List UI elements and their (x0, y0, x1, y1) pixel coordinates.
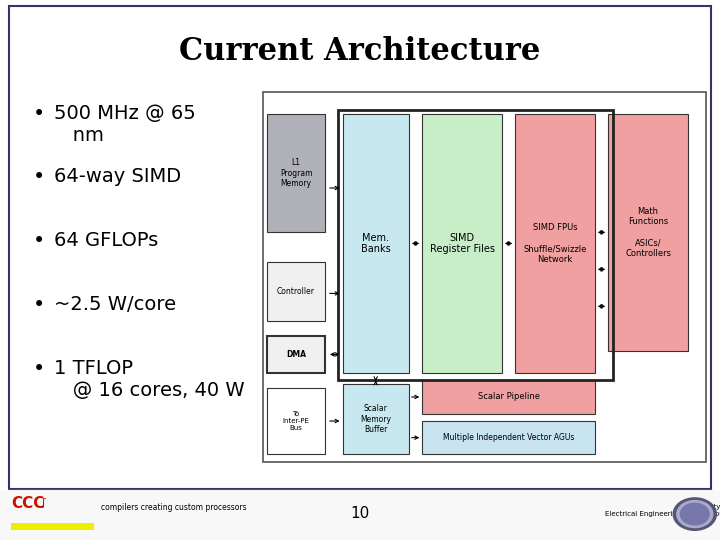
Text: Mem.
Banks: Mem. Banks (361, 233, 390, 254)
Circle shape (677, 501, 713, 528)
Text: Math
Functions

ASICs/
Controllers: Math Functions ASICs/ Controllers (625, 207, 671, 258)
Text: Scalar Pipeline: Scalar Pipeline (477, 393, 539, 401)
Text: •: • (32, 167, 45, 187)
Text: ʃ: ʃ (41, 498, 45, 508)
Text: Scalar
Memory
Buffer: Scalar Memory Buffer (360, 404, 391, 434)
Text: DMA: DMA (286, 350, 306, 359)
Text: •: • (32, 231, 45, 251)
Bar (267, 388, 325, 454)
Text: •: • (32, 104, 45, 124)
Text: Controller: Controller (277, 287, 315, 296)
Circle shape (680, 503, 709, 525)
Text: CCC: CCC (11, 496, 44, 511)
Bar (608, 114, 688, 351)
Text: •: • (32, 359, 45, 379)
Text: 64 GFLOPs: 64 GFLOPs (54, 231, 158, 250)
Text: •: • (32, 295, 45, 315)
Bar (422, 114, 502, 373)
Text: University of Michigan
Electrical Engineering and Computer Science: University of Michigan Electrical Engine… (605, 504, 720, 517)
Bar (267, 262, 325, 321)
Bar (263, 92, 706, 462)
Text: 64-way SIMD: 64-way SIMD (54, 167, 181, 186)
Text: 1 TFLOP
   @ 16 cores, 40 W: 1 TFLOP @ 16 cores, 40 W (54, 359, 245, 400)
Bar (11, 523, 94, 530)
Bar (0, 490, 720, 540)
Text: L1
Program
Memory: L1 Program Memory (280, 158, 312, 188)
Bar (422, 380, 595, 414)
Bar (422, 421, 595, 454)
Text: Multiple Independent Vector AGUs: Multiple Independent Vector AGUs (443, 433, 575, 442)
Bar (516, 114, 595, 373)
Text: SIMD FPUs

Shuffle/Swizzle
Network: SIMD FPUs Shuffle/Swizzle Network (523, 224, 587, 264)
Bar (267, 114, 325, 232)
Bar (338, 110, 613, 380)
Text: compilers creating custom processors: compilers creating custom processors (101, 503, 246, 512)
Bar (267, 336, 325, 373)
Bar (9, 6, 711, 489)
Text: Current Architecture: Current Architecture (179, 36, 541, 67)
Bar (343, 114, 409, 373)
Circle shape (673, 498, 716, 530)
Text: SIMD
Register Files: SIMD Register Files (430, 233, 495, 254)
Text: To
Inter-PE
Bus: To Inter-PE Bus (282, 411, 310, 431)
Text: 500 MHz @ 65
   nm: 500 MHz @ 65 nm (54, 104, 196, 145)
Text: 10: 10 (351, 505, 369, 521)
Bar (343, 384, 409, 454)
Text: ~2.5 W/core: ~2.5 W/core (54, 295, 176, 314)
